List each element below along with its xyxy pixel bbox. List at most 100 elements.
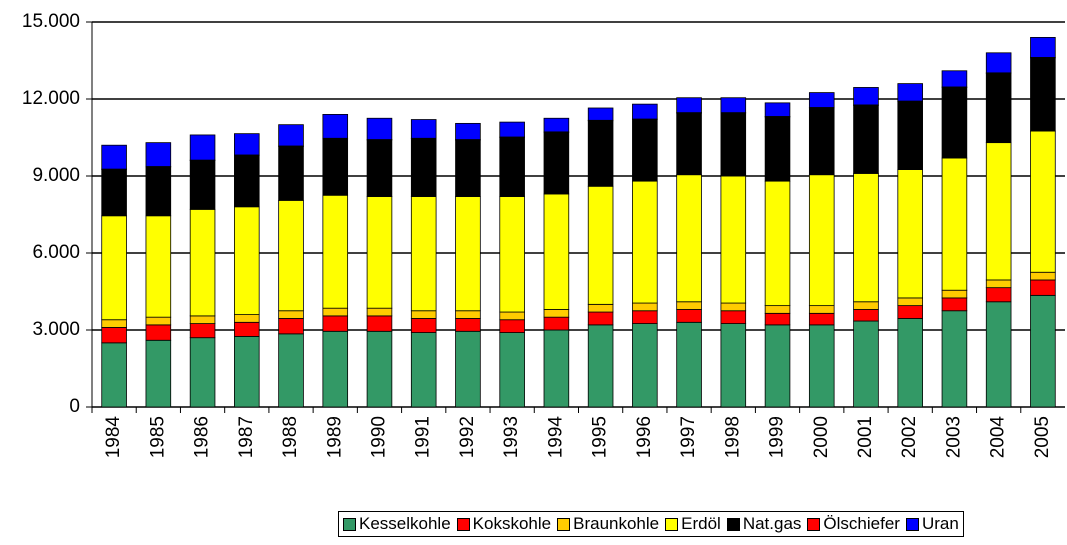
x-tick-label: 1997 bbox=[678, 416, 699, 458]
bar-segment bbox=[676, 309, 702, 323]
bar-segment bbox=[278, 318, 304, 335]
bar-segment bbox=[985, 52, 1012, 74]
legend-label: Uran bbox=[921, 514, 959, 533]
bar-segment bbox=[941, 297, 968, 312]
bar-segment bbox=[676, 112, 702, 176]
bar-segment bbox=[764, 116, 791, 182]
bar-segment bbox=[101, 169, 127, 217]
bar-segment bbox=[278, 199, 304, 312]
bar-segment bbox=[145, 339, 172, 408]
bar-segment bbox=[455, 330, 481, 408]
bar-segment bbox=[897, 169, 923, 299]
bar-segment bbox=[720, 97, 747, 114]
legend-item: Erdöl bbox=[665, 514, 721, 534]
legend-item: Uran bbox=[905, 514, 959, 534]
bar-segment bbox=[587, 324, 614, 408]
bar-segment bbox=[499, 332, 525, 408]
bar-segment bbox=[632, 302, 658, 312]
x-tick-label: 1990 bbox=[368, 416, 389, 458]
bar-segment bbox=[543, 193, 570, 310]
bar-segment bbox=[764, 305, 791, 314]
bar-segment bbox=[101, 342, 127, 408]
bar-segment bbox=[897, 83, 923, 102]
x-tick-label: 2000 bbox=[811, 416, 832, 458]
x-tick-label: 1998 bbox=[722, 416, 743, 458]
bar-segment bbox=[189, 134, 216, 161]
legend-swatch bbox=[905, 517, 919, 531]
bar-segment bbox=[278, 310, 304, 319]
bar-segment bbox=[676, 97, 702, 114]
bar-segment bbox=[366, 330, 393, 408]
y-tick-label: 9.000 bbox=[32, 165, 80, 186]
x-tick-label: 1993 bbox=[501, 416, 522, 458]
bar-segment bbox=[764, 102, 791, 117]
bar-segment bbox=[322, 194, 349, 309]
x-tick-label: 1988 bbox=[280, 416, 301, 458]
bar-segment bbox=[543, 309, 570, 318]
x-tick-label: 2004 bbox=[988, 416, 1009, 459]
bar-segment bbox=[764, 180, 791, 307]
bar-segment bbox=[410, 310, 437, 319]
bar-segment bbox=[985, 279, 1012, 289]
x-tick-label: 1986 bbox=[192, 416, 213, 458]
bar-segment bbox=[632, 180, 658, 304]
bar-segment bbox=[499, 196, 525, 313]
bar-segment bbox=[941, 87, 968, 159]
x-tick-label: 1994 bbox=[545, 416, 566, 459]
legend-item: Kokskohle bbox=[456, 514, 551, 534]
bar-segment bbox=[587, 303, 614, 313]
y-tick-label: 12.000 bbox=[22, 88, 80, 109]
bar-segment bbox=[101, 327, 127, 344]
bar-segment bbox=[145, 215, 172, 318]
x-tick-label: 2005 bbox=[1032, 416, 1053, 458]
bar-segment bbox=[985, 287, 1012, 303]
bar-segment bbox=[410, 332, 437, 408]
bar-segment bbox=[676, 301, 702, 310]
legend-item: Ölschiefer bbox=[807, 514, 900, 534]
bar-segment bbox=[720, 302, 747, 312]
bar-segment bbox=[1030, 294, 1056, 408]
bar-segment bbox=[101, 319, 127, 328]
bar-segment bbox=[189, 315, 216, 324]
bar-segment bbox=[764, 324, 791, 408]
bar-segment bbox=[720, 175, 747, 304]
legend-label: Ölschiefer bbox=[823, 514, 900, 533]
bar-segment bbox=[985, 142, 1012, 281]
bar-segment bbox=[897, 101, 923, 170]
bar-segment bbox=[941, 70, 968, 88]
y-tick-label: 6.000 bbox=[32, 242, 80, 263]
x-tick-label: 2003 bbox=[943, 416, 964, 458]
legend-swatch bbox=[726, 517, 740, 531]
bar-segment bbox=[189, 337, 216, 408]
bar-segment bbox=[189, 323, 216, 339]
bar-segment bbox=[278, 146, 304, 201]
bar-segment bbox=[101, 144, 127, 170]
x-tick-label: 1999 bbox=[767, 416, 788, 458]
bar-segment bbox=[853, 301, 879, 310]
bar-segment bbox=[366, 117, 393, 140]
bar-segment bbox=[543, 117, 570, 133]
bar-segment bbox=[455, 139, 481, 197]
bar-segment bbox=[322, 138, 349, 196]
bar-segment bbox=[499, 121, 525, 138]
bar-segment bbox=[366, 139, 393, 197]
bar-segment bbox=[322, 330, 349, 408]
bar-segment bbox=[720, 112, 747, 177]
legend-item: Braunkohle bbox=[557, 514, 659, 534]
bar-segment bbox=[455, 122, 481, 140]
bar-segment bbox=[410, 196, 437, 312]
x-tick-label: 1985 bbox=[147, 416, 168, 458]
legend-swatch bbox=[665, 517, 679, 531]
bar-segment bbox=[985, 72, 1012, 144]
bar-segment bbox=[853, 173, 879, 303]
bar-segment bbox=[189, 160, 216, 210]
bar-segment bbox=[101, 215, 127, 321]
bar-segment bbox=[145, 316, 172, 326]
bar-segment bbox=[808, 107, 835, 176]
bar-segment bbox=[145, 166, 172, 217]
bar-segment bbox=[322, 114, 349, 139]
x-tick-label: 1987 bbox=[236, 416, 257, 458]
bar-segment bbox=[1030, 279, 1056, 296]
bar-segment bbox=[543, 131, 570, 195]
